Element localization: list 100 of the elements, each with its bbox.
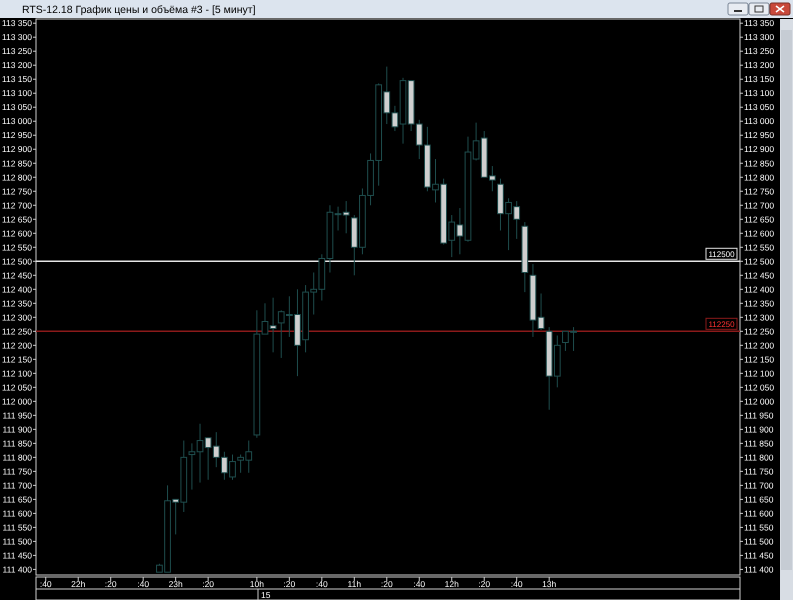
y-tick-label: 113 100: [2, 88, 32, 98]
y2-tick-label: 112 050: [744, 382, 774, 392]
x-tick-label: :20: [104, 579, 117, 589]
y2-tick-label: 111 700: [744, 480, 774, 490]
y2-tick-label: 113 050: [744, 102, 774, 112]
y2-tick-label: 113 300: [744, 32, 774, 42]
y2-tick-label: 111 400: [744, 564, 774, 574]
y2-tick-label: 113 250: [744, 46, 774, 56]
y-tick-label: 113 250: [2, 46, 32, 56]
y2-tick-label: 113 000: [744, 116, 774, 126]
y-tick-label: 112 650: [2, 214, 32, 224]
y-tick-label: 113 150: [2, 74, 32, 84]
y2-tick-label: 111 800: [744, 452, 774, 462]
y2-tick-label: 111 950: [744, 410, 774, 420]
x-tick-label: 10h: [250, 579, 264, 589]
y-tick-label: 112 600: [2, 228, 32, 238]
y-tick-label: 112 200: [2, 340, 32, 350]
y-tick-label: 112 250: [2, 326, 32, 336]
y2-tick-label: 112 550: [744, 242, 774, 252]
y-tick-label: 112 950: [2, 130, 32, 140]
y-tick-label: 111 900: [2, 424, 32, 434]
y-tick-label: 112 050: [2, 382, 32, 392]
y2-tick-label: 112 850: [744, 158, 774, 168]
y-tick-label: 112 800: [2, 172, 32, 182]
y-tick-label: 112 450: [2, 270, 32, 280]
y-tick-label: 111 400: [2, 564, 32, 574]
y-tick-label: 112 900: [2, 144, 32, 154]
x-tick-label: 12h: [444, 579, 460, 589]
x-tick-label: 11h: [348, 579, 362, 589]
x-tick-label: 22h: [71, 579, 86, 589]
y2-tick-label: 113 150: [744, 74, 774, 84]
y2-tick-label: 111 450: [744, 550, 774, 560]
y2-tick-label: 112 150: [744, 354, 774, 364]
y-tick-label: 112 000: [2, 396, 32, 406]
y2-tick-label: 113 350: [744, 18, 774, 28]
y2-tick-label: 113 200: [744, 60, 774, 70]
ref-line-label: 112250: [708, 320, 736, 329]
y2-tick-label: 112 100: [744, 368, 774, 378]
x-tick-label: :40: [137, 579, 150, 589]
x-tick-label: :40: [40, 579, 52, 589]
y2-tick-label: 111 600: [744, 508, 774, 518]
y-tick-label: 111 850: [2, 438, 32, 448]
y-tick-label: 111 950: [2, 410, 32, 420]
y-tick-label: 112 750: [2, 186, 32, 196]
y-tick-label: 113 300: [2, 32, 32, 42]
y-tick-label: 112 700: [2, 200, 32, 210]
x-tick-label: :20: [380, 579, 393, 589]
y2-tick-label: 112 250: [744, 326, 774, 336]
y-tick-label: 111 600: [2, 508, 32, 518]
y2-tick-label: 112 450: [744, 270, 774, 280]
y2-tick-label: 112 600: [744, 228, 774, 238]
y2-tick-label: 112 300: [744, 312, 774, 322]
y-tick-label: 111 500: [2, 536, 32, 546]
y-tick-label: 113 000: [2, 116, 32, 126]
y-tick-label: 113 200: [2, 60, 32, 70]
x-tick-label: :40: [316, 579, 328, 589]
y-tick-label: 112 150: [2, 354, 32, 364]
y2-tick-label: 111 500: [744, 536, 774, 546]
y2-tick-label: 111 550: [744, 522, 774, 532]
y2-tick-label: 112 000: [744, 396, 774, 406]
y-tick-label: 111 450: [2, 550, 32, 560]
y2-tick-label: 112 900: [744, 144, 774, 154]
y-tick-label: 111 750: [2, 466, 32, 476]
y2-tick-label: 113 100: [744, 88, 774, 98]
ref-line-label: 112500: [708, 250, 736, 259]
y-tick-label: 111 550: [2, 522, 32, 532]
y2-tick-label: 112 400: [744, 284, 774, 294]
y-tick-label: 112 500: [2, 256, 32, 266]
y2-tick-label: 111 750: [744, 466, 774, 476]
x-tick-label: :40: [510, 579, 523, 589]
y-tick-label: 111 650: [2, 494, 32, 504]
y2-tick-label: 112 350: [744, 298, 774, 308]
y2-tick-label: 111 900: [744, 424, 774, 434]
chart-title: RTS-12.18 График цены и объёма #3 - [5 минут]: [22, 4, 256, 16]
y2-tick-label: 112 650: [744, 214, 774, 224]
y2-tick-label: 111 650: [744, 494, 774, 504]
x-tick-label: 13h: [542, 579, 557, 589]
y-tick-label: 112 350: [2, 298, 32, 308]
y-tick-label: 111 700: [2, 480, 32, 490]
x-tick-label: :20: [478, 579, 490, 589]
y-tick-label: 112 300: [2, 312, 32, 322]
y-tick-label: 113 050: [2, 102, 32, 112]
y-tick-label: 112 400: [2, 284, 32, 294]
y-tick-label: 111 800: [2, 452, 32, 462]
y-tick-label: 113 350: [2, 18, 32, 28]
y-tick-label: 112 550: [2, 242, 32, 252]
x-tick-label: :40: [413, 579, 426, 589]
y-tick-label: 112 100: [2, 368, 32, 378]
y2-tick-label: 112 200: [744, 340, 774, 350]
text: 15: [261, 590, 271, 600]
y2-tick-label: 112 500: [744, 256, 774, 266]
x-tick-label: 23h: [168, 579, 184, 589]
x-tick-label: :20: [283, 579, 296, 589]
y2-tick-label: 111 850: [744, 438, 774, 448]
y2-tick-label: 112 700: [744, 200, 774, 210]
y2-tick-label: 112 800: [744, 172, 774, 182]
x-tick-label: :20: [202, 579, 214, 589]
y2-tick-label: 112 750: [744, 186, 774, 196]
y-tick-label: 112 850: [2, 158, 32, 168]
y2-tick-label: 112 950: [744, 130, 774, 140]
